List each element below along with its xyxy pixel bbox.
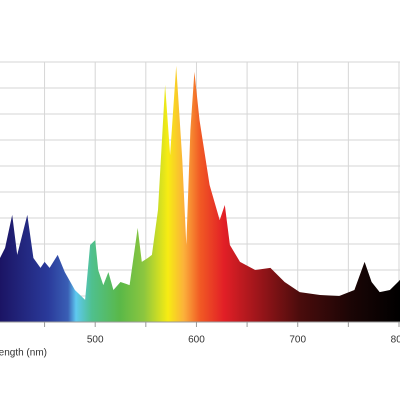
x-axis-label: Wavelength (nm) xyxy=(0,348,47,359)
spectrum-area xyxy=(0,65,400,323)
x-tick-label: 600 xyxy=(188,335,205,346)
x-tick-label: 700 xyxy=(289,335,306,346)
x-tick-label: 500 xyxy=(87,335,104,346)
x-tick-label: 800 xyxy=(391,335,400,346)
